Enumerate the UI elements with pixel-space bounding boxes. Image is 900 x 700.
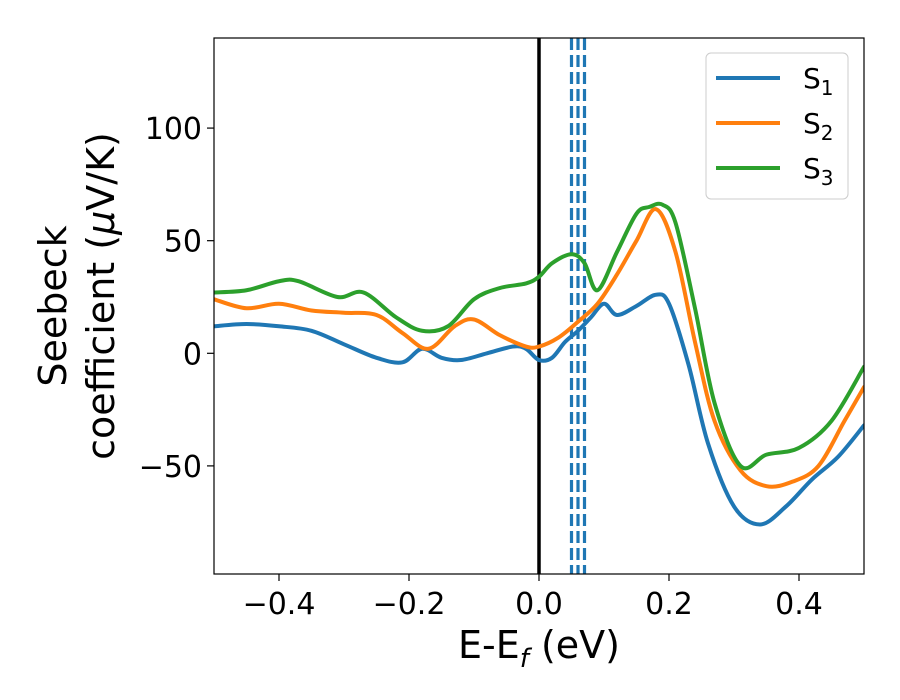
legend-label-2: S2	[803, 107, 834, 145]
y-axis-title: Seebeck coefficient (μV/K)	[31, 132, 123, 460]
series-line-3	[214, 201, 864, 471]
y-tick-label: −50	[139, 450, 202, 485]
y-axis-ticks: −50 0 50 100	[139, 112, 214, 485]
series-line-1	[214, 292, 864, 527]
reference-lines	[537, 38, 587, 574]
x-tick-label: 0.2	[645, 587, 693, 622]
y-tick-label: 50	[164, 225, 202, 260]
x-tick-label: 0.4	[775, 587, 823, 622]
x-tick-label: −0.4	[243, 587, 316, 622]
x-axis-title: E-Ef (eV)	[458, 623, 620, 674]
x-axis-ticks: −0.4 −0.2 0.0 0.2 0.4	[243, 574, 823, 622]
series-lines	[214, 201, 864, 527]
legend: S1 S2 S3	[705, 52, 849, 200]
y-tick-label: 0	[183, 337, 202, 372]
series-line-2	[214, 207, 864, 489]
legend-box	[705, 52, 849, 200]
x-tick-label: 0.0	[515, 587, 563, 622]
legend-label-1: S1	[803, 62, 834, 100]
y-axis-title-line1: Seebeck	[31, 225, 75, 386]
x-tick-label: −0.2	[373, 587, 446, 622]
y-tick-label: 100	[145, 112, 202, 147]
y-axis-title-line2: coefficient (μV/K)	[79, 132, 123, 460]
legend-label-3: S3	[803, 152, 834, 190]
